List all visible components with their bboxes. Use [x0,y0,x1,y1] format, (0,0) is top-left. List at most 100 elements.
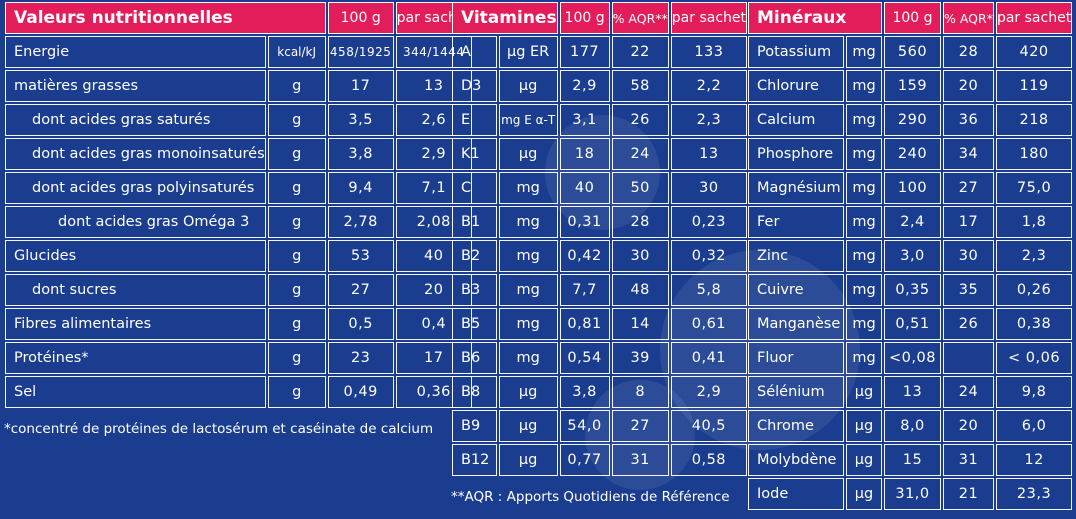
mineral-label: Calcium [748,104,844,136]
unit-cell: mg [846,70,882,102]
mineral-label: Magnésium [748,172,844,204]
table-row: B2 mg 0,42 30 0,32 [452,240,748,272]
table-row: Glucides g 53 40 [5,240,472,272]
value-100g: 15 [884,444,941,476]
col-header-100g: 100 g [327,2,394,34]
table-row: dont acides gras saturés g 3,5 2,6 [5,104,472,136]
value-per-sachet: 2,9 [395,138,472,170]
value-per-sachet: 13 [670,138,748,170]
value-100g: 0,35 [884,274,941,306]
nutrition-table: Valeurs nutritionnelles 100 g par sachet… [3,0,474,410]
unit-cell: mg [846,206,882,238]
col-header-100g: 100 g [884,2,941,34]
nutrient-label: Fibres alimentaires [5,308,266,340]
value-per-sachet: 2,3 [995,240,1073,272]
unit-cell: µg ER [498,36,558,68]
unit-cell: g [267,172,326,204]
table-row: Molybdène µg 15 31 12 [748,444,1073,476]
value-per-sachet: 30 [670,172,748,204]
table-row: B9 µg 54,0 27 40,5 [452,410,748,442]
nutrient-label: dont sucres [5,274,266,306]
unit-cell: mg [498,308,558,340]
value-per-sachet: 1,8 [995,206,1073,238]
value-per-sachet: 0,23 [670,206,748,238]
value-per-sachet: 133 [670,36,748,68]
table-row: dont acides gras polyinsaturés g 9,4 7,1 [5,172,472,204]
value-100g: <0,08 [884,342,941,374]
unit-cell: g [267,104,326,136]
value-aqr: 30 [943,240,994,272]
value-100g: 2,78 [327,206,394,238]
value-per-sachet: 20 [395,274,472,306]
value-100g: 0,81 [559,308,610,340]
vitamin-label: C [452,172,497,204]
value-100g: 53 [327,240,394,272]
value-100g: 2,9 [559,70,610,102]
vitamin-label: A [452,36,497,68]
table-row: Potassium mg 560 28 420 [748,36,1073,68]
unit-cell: g [267,138,326,170]
value-100g: 240 [884,138,941,170]
value-aqr: 48 [611,274,669,306]
value-per-sachet: 6,0 [995,410,1073,442]
vitamin-label: B12 [452,444,497,476]
col-header-per-sachet: par sachet [670,2,748,34]
value-100g: 8,0 [884,410,941,442]
value-100g: 31,0 [884,478,941,510]
value-aqr: 58 [611,70,669,102]
unit-cell: g [267,308,326,340]
table-row: dont acides gras Oméga 3 g 2,78 2,08 [5,206,472,238]
value-100g: 18 [559,138,610,170]
table-row: Sel g 0,49 0,36 [5,376,472,408]
value-per-sachet: 40 [395,240,472,272]
table-row: B3 mg 7,7 48 5,8 [452,274,748,306]
mineral-label: Sélénium [748,376,844,408]
mineral-label: Cuivre [748,274,844,306]
value-aqr: 21 [943,478,994,510]
table-row: Sélénium µg 13 24 9,8 [748,376,1073,408]
value-100g: 23 [327,342,394,374]
table-row: Phosphore mg 240 34 180 [748,138,1073,170]
unit-cell: µg [498,138,558,170]
value-aqr: 35 [943,274,994,306]
unit-cell: mg [846,138,882,170]
mineral-label: Phosphore [748,138,844,170]
nutrition-title: Valeurs nutritionnelles [5,2,326,34]
value-100g: 17 [327,70,394,102]
table-row: Energie kcal/kJ 458/1925 344/1444 [5,36,472,68]
value-per-sachet: < 0,06 [995,342,1073,374]
value-per-sachet: 0,26 [995,274,1073,306]
unit-cell: mg [846,172,882,204]
value-per-sachet: 344/1444 [395,36,472,68]
value-per-sachet: 0,61 [670,308,748,340]
table-row: B5 mg 0,81 14 0,61 [452,308,748,340]
value-per-sachet: 2,3 [670,104,748,136]
value-aqr: 26 [943,308,994,340]
value-aqr: 8 [611,376,669,408]
nutrient-label: Energie [5,36,266,68]
unit-cell: g [267,342,326,374]
value-aqr: 27 [611,410,669,442]
value-per-sachet: 218 [995,104,1073,136]
table-row: Cuivre mg 0,35 35 0,26 [748,274,1073,306]
unit-cell: mg [846,308,882,340]
nutrient-label: Protéines* [5,342,266,374]
value-100g: 3,1 [559,104,610,136]
vitamin-label: B9 [452,410,497,442]
value-aqr: 31 [943,444,994,476]
value-per-sachet: 420 [995,36,1073,68]
unit-cell: µg [846,444,882,476]
table-row: K1 µg 18 24 13 [452,138,748,170]
unit-cell: mg [498,240,558,272]
value-aqr: 24 [943,376,994,408]
value-aqr: 20 [943,70,994,102]
vitamin-label: B1 [452,206,497,238]
vitamin-label: B6 [452,342,497,374]
value-per-sachet: 40,5 [670,410,748,442]
nutrient-label: dont acides gras polyinsaturés [5,172,266,204]
value-aqr: 39 [611,342,669,374]
value-100g: 290 [884,104,941,136]
value-per-sachet: 12 [995,444,1073,476]
value-per-sachet: 17 [395,342,472,374]
